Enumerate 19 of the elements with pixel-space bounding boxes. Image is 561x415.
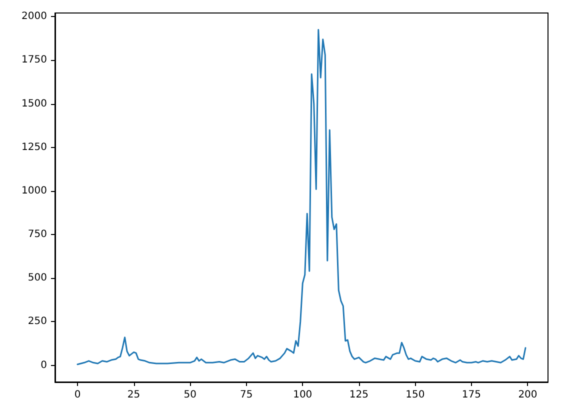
- y-tick-label: 750: [28, 229, 47, 240]
- x-tick-label: 0: [74, 390, 81, 400]
- y-tick-label: 2000: [22, 11, 47, 22]
- y-tick-label: 250: [28, 316, 47, 328]
- x-tick-label: 125: [349, 390, 368, 400]
- y-tick-label: 0: [40, 360, 47, 371]
- x-tick-label: 175: [462, 390, 482, 400]
- x-tick-label: 100: [293, 390, 312, 400]
- y-tick-label: 1000: [22, 185, 47, 196]
- x-tick-label: 25: [127, 390, 140, 400]
- x-tick-label: 75: [240, 390, 253, 400]
- y-tick-label: 1500: [22, 98, 47, 110]
- x-tick-label: 50: [184, 390, 196, 400]
- y-tick-label: 1250: [22, 142, 47, 153]
- y-tick-label: 1750: [22, 54, 47, 66]
- x-tick-label: 200: [518, 390, 538, 400]
- x-tick-label: 150: [406, 390, 425, 400]
- y-tick-label: 500: [28, 272, 47, 284]
- line-series: [76, 28, 526, 366]
